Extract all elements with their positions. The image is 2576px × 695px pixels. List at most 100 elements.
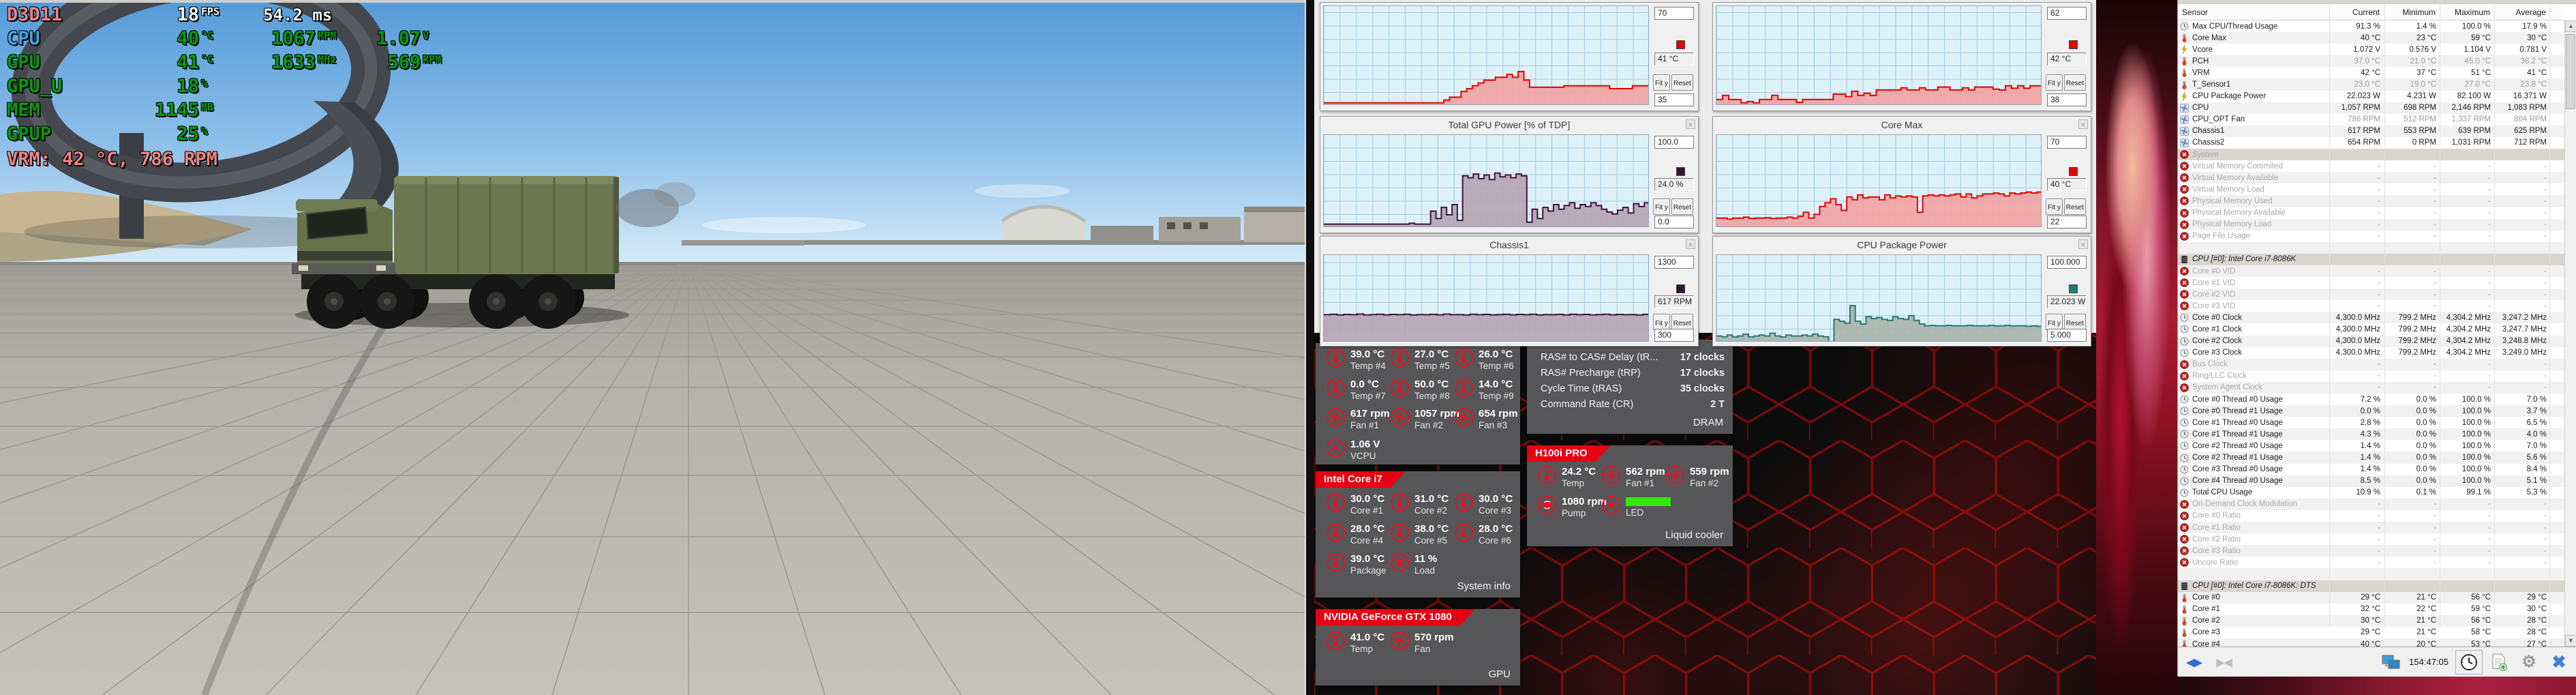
sensor-row[interactable]: CPU 1,057 RPM 698 RPM 2,146 RPM 1,083 RPM [2178, 102, 2565, 114]
sensor-row[interactable]: System Agent Clock -- -- [2178, 381, 2565, 394]
graph-window-gpu-power[interactable]: Total GPU Power [% of TDP] x 100.0 24.0 %… [1320, 116, 1699, 233]
graph-title[interactable]: Chassis1 x [1320, 237, 1698, 253]
sensor-row[interactable]: Ring/LLC Clock -- -- [2178, 370, 2565, 382]
sensor-row[interactable]: Core #2 VID -- -- [2178, 289, 2565, 301]
sensor-row[interactable]: Core #1 Thread #1 Usage 4.3 % 0.0 % 100.0… [2178, 428, 2565, 441]
sensor-row[interactable]: Physical Memory Available -- -- [2178, 207, 2565, 219]
close-icon[interactable]: x [2078, 119, 2088, 129]
sensor-row[interactable]: Core #2 Clock 4,300.0 MHz 799.2 MHz 4,304… [2178, 335, 2565, 347]
graph-min-field[interactable]: 0.0 [1654, 216, 1694, 228]
graph-title[interactable]: Total GPU Power [% of TDP] x [1320, 117, 1698, 133]
graph-min-field[interactable]: 300 [1654, 329, 1694, 342]
reset-button[interactable]: Reset [2063, 314, 2087, 331]
graph-min-field[interactable]: 22 [2047, 216, 2087, 228]
sensor-row[interactable]: Core #0 VID -- -- [2178, 265, 2565, 278]
graph-min-field[interactable]: 5.000 [2047, 329, 2087, 342]
graph-window-gpu-temp[interactable]: 70 41 °C Fit y Reset 35 [1320, 2, 1699, 111]
sensor-row[interactable]: Chassis2 654 RPM 0 RPM 1,031 RPM 712 RPM [2178, 137, 2565, 149]
sensor-row[interactable]: System [2178, 149, 2565, 161]
sensor-row[interactable]: Core #1 VID -- -- [2178, 277, 2565, 289]
sensor-row[interactable]: Core Max 40 °C 23 °C 59 °C 30 °C [2178, 32, 2565, 44]
sensor-row[interactable]: Core #3 29 °C 21 °C 58 °C 28 °C [2178, 627, 2565, 638]
graph-plot[interactable] [1716, 5, 2042, 105]
scroll-down-button[interactable]: ▼ [2565, 635, 2576, 647]
graph-plot[interactable] [1323, 5, 1649, 105]
sensor-row[interactable]: Core #3 Ratio -- -- [2178, 545, 2565, 557]
graph-title[interactable]: CPU Package Power x [1713, 237, 2091, 253]
sensor-row[interactable]: Total CPU Usage 10.9 % 0.1 % 99.1 % 5.3 % [2178, 487, 2565, 499]
close-icon[interactable]: x [1686, 119, 1695, 129]
sensor-row[interactable]: Core #0 Ratio -- -- [2178, 510, 2565, 522]
sensor-row[interactable]: Core #1 Thread #0 Usage 2.8 % 0.0 % 100.0… [2178, 417, 2565, 428]
sensor-row[interactable]: T_Sensor1 23.0 °C 19.0 °C 27.0 °C 23.8 °C [2178, 78, 2565, 91]
scroll-up-button[interactable]: ▲ [2565, 20, 2576, 32]
fit-y-button[interactable]: Fit y [2046, 74, 2063, 91]
graph-plot[interactable] [1323, 254, 1649, 342]
game-viewport[interactable]: D3D11 18 FPS 54.2 ms CPU 40 °C 1067 RPM 1.07 V… [0, 0, 1305, 695]
sensor-row[interactable]: Core #0 Thread #0 Usage 7.2 % 0.0 % 100.0… [2178, 394, 2565, 405]
graph-plot[interactable] [1716, 254, 2042, 342]
scrollbar[interactable]: ▲ ▼ [2564, 20, 2576, 647]
sensor-row[interactable]: Uncore Ratio -- -- [2178, 557, 2565, 568]
graph-window-temp2[interactable]: 62 42 °C Fit y Reset 38 [1712, 2, 2091, 111]
sensor-row[interactable]: CPU [#0]: Intel Core i7-8086K: DTS [2178, 580, 2565, 592]
sensor-row[interactable]: Core #1 Clock 4,300.0 MHz 799.2 MHz 4,304… [2178, 323, 2565, 335]
move-sensor-button[interactable]: ◀▶ [2181, 650, 2208, 675]
graph-title[interactable]: Core Max x [1713, 117, 2091, 133]
graph-window-chassis1[interactable]: Chassis1 x 1300 617 RPM Fit y Reset 300 [1320, 236, 1699, 346]
sensor-row[interactable]: Core #2 Thread #0 Usage 1.4 % 0.0 % 100.0… [2178, 440, 2565, 452]
fit-y-button[interactable]: Fit y [2046, 314, 2063, 331]
fit-y-button[interactable]: Fit y [2046, 198, 2063, 215]
hwinfo-table-header[interactable]: Sensor Current Minimum Maximum Average [2178, 4, 2565, 20]
close-icon[interactable]: x [1686, 239, 1695, 249]
sensor-row[interactable]: Core #3 VID -- -- [2178, 300, 2565, 312]
sensor-row[interactable]: CPU [#0]: Intel Core i7-8086K [2178, 253, 2565, 265]
sensor-row[interactable]: Core #4 Thread #0 Usage 8.5 % 0.0 % 100.0… [2178, 475, 2565, 487]
close-window-button[interactable]: ✖ [2545, 650, 2573, 675]
sensor-row[interactable]: CPU Package Power 22.023 W 4.231 W 82.100… [2178, 91, 2565, 102]
sensor-row[interactable]: Virtual Memory Load -- -- [2178, 183, 2565, 195]
close-icon[interactable]: x [2078, 239, 2088, 249]
graph-plot[interactable] [1323, 134, 1649, 227]
sensor-row[interactable]: Physical Memory Load -- -- [2178, 218, 2565, 231]
logging-report-button[interactable] [2485, 650, 2513, 675]
clock-toggle-button[interactable] [2455, 649, 2483, 675]
sensor-row[interactable]: Core #2 30 °C 21 °C 56 °C 28 °C [2178, 615, 2565, 627]
sensor-row[interactable]: CPU_OPT Fan 786 RPM 512 RPM 1,337 RPM 804 … [2178, 114, 2565, 125]
sensor-row[interactable]: Virtual Memory Commited -- -- [2178, 160, 2565, 172]
sensor-row[interactable]: Core #1 Ratio -- -- [2178, 522, 2565, 534]
settings-gear-button[interactable]: ⚙ [2515, 650, 2543, 675]
sensor-row[interactable]: Bus Clock -- -- [2178, 358, 2565, 370]
sensor-row[interactable]: Virtual Memory Available -- -- [2178, 172, 2565, 184]
scroll-thumb[interactable] [2566, 34, 2575, 109]
graph-max-field[interactable]: 70 [1654, 7, 1694, 20]
collapse-button[interactable]: ▶◀ [2211, 650, 2238, 675]
reset-button[interactable]: Reset [2063, 198, 2087, 215]
graph-max-field[interactable]: 62 [2047, 7, 2087, 20]
remote-monitoring-button[interactable] [2378, 650, 2405, 675]
reset-button[interactable]: Reset [1671, 198, 1694, 215]
graph-max-field[interactable]: 1300 [1654, 256, 1694, 269]
sensor-row[interactable]: Core #4 40 °C 20 °C 53 °C 27 °C [2178, 638, 2565, 647]
sensor-row[interactable]: PCH 37.0 °C 21.0 °C 45.0 °C 38.2 °C [2178, 55, 2565, 68]
graph-max-field[interactable]: 100.0 [1654, 136, 1694, 149]
graph-window-cpu-package-power[interactable]: CPU Package Power x 100.000 22.023 W Fit … [1712, 236, 2091, 346]
graph-window-core-max[interactable]: Core Max x 70 40 °C Fit y Reset 22 [1712, 116, 2091, 233]
graph-plot[interactable] [1716, 134, 2042, 227]
fit-y-button[interactable]: Fit y [1653, 314, 1670, 331]
fit-y-button[interactable]: Fit y [1653, 74, 1670, 91]
sensor-row[interactable]: Physical Memory Used -- -- [2178, 195, 2565, 207]
reset-button[interactable]: Reset [1671, 314, 1694, 331]
sensor-row[interactable]: Core #2 Thread #1 Usage 1.4 % 0.0 % 100.0… [2178, 452, 2565, 464]
graph-max-field[interactable]: 70 [2047, 136, 2087, 149]
graph-min-field[interactable]: 35 [1654, 93, 1694, 106]
sensor-row[interactable]: Core #1 32 °C 22 °C 59 °C 30 °C [2178, 604, 2565, 615]
graph-min-field[interactable]: 38 [2047, 93, 2087, 106]
sensor-row[interactable]: Core #2 Ratio -- -- [2178, 533, 2565, 545]
reset-button[interactable]: Reset [2063, 74, 2087, 91]
sensor-row[interactable]: VRM 42 °C 37 °C 51 °C 41 °C [2178, 67, 2565, 78]
sensor-row[interactable]: Chassis1 617 RPM 553 RPM 639 RPM 625 RPM [2178, 125, 2565, 137]
sensor-row[interactable]: Vcore 1.072 V 0.576 V 1.104 V 0.781 V [2178, 44, 2565, 55]
sensor-row[interactable]: Core #0 Thread #1 Usage 0.0 % 0.0 % 100.0… [2178, 405, 2565, 417]
sensor-row[interactable]: Core #0 29 °C 21 °C 56 °C 29 °C [2178, 591, 2565, 604]
